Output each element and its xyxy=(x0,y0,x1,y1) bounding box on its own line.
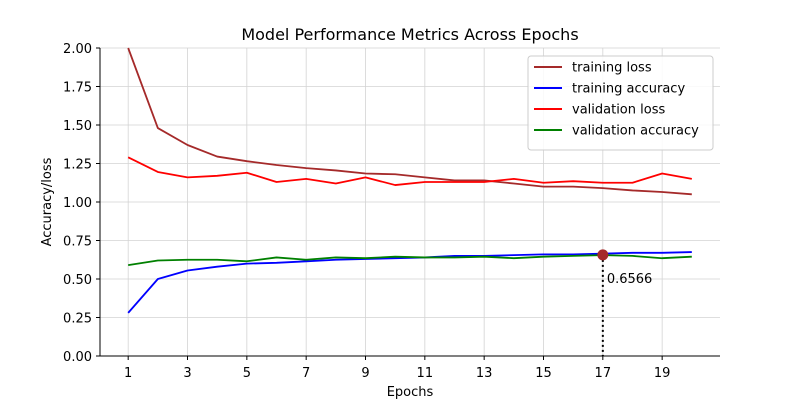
axes: 1 3 5 7 9 11 13 15 17 190.000.250.500.751.001.251… xyxy=(63,42,720,381)
y-tick-label: 0.50 xyxy=(63,273,92,288)
legend: training loss training accuracy validation… xyxy=(527,55,714,151)
x-tick-label: 7 xyxy=(302,366,310,381)
legend-label: validation accuracy xyxy=(572,124,699,139)
legend-label: training loss xyxy=(572,61,652,76)
y-tick-label: 1.00 xyxy=(63,196,92,211)
x-tick-label: 3 xyxy=(183,366,191,381)
legend-label: validation loss xyxy=(572,103,665,118)
x-tick-label: 17 xyxy=(595,366,612,381)
x-tick-label: 9 xyxy=(361,366,369,381)
y-tick-label: 2.00 xyxy=(63,42,92,57)
y-axis-label: Accuracy/loss xyxy=(40,157,55,246)
y-tick-label: 1.50 xyxy=(63,119,92,134)
x-tick-label: 5 xyxy=(243,366,251,381)
series-line-validation-loss xyxy=(127,156,692,186)
y-tick-label: 1.75 xyxy=(63,81,92,96)
y-tick-label: 0.00 xyxy=(63,350,92,365)
x-tick-label: 13 xyxy=(476,366,493,381)
x-tick-label: 1 xyxy=(124,366,132,381)
legend-label: training accuracy xyxy=(572,82,685,97)
legend-box xyxy=(527,55,714,151)
y-tick-label: 0.75 xyxy=(63,235,92,250)
annotation: 0.6566 xyxy=(597,249,652,356)
x-tick-label: 15 xyxy=(535,366,552,381)
annotation-marker xyxy=(597,249,609,261)
chart-title: Model Performance Metrics Across Epochs xyxy=(241,25,578,44)
y-tick-label: 0.25 xyxy=(63,312,92,327)
y-tick-label: 1.25 xyxy=(63,158,92,173)
x-axis-label: Epochs xyxy=(387,385,434,400)
series-line-training-loss xyxy=(127,47,692,196)
annotation-label: 0.6566 xyxy=(607,272,653,287)
x-tick-label: 19 xyxy=(654,366,671,381)
x-tick-label: 11 xyxy=(417,366,434,381)
